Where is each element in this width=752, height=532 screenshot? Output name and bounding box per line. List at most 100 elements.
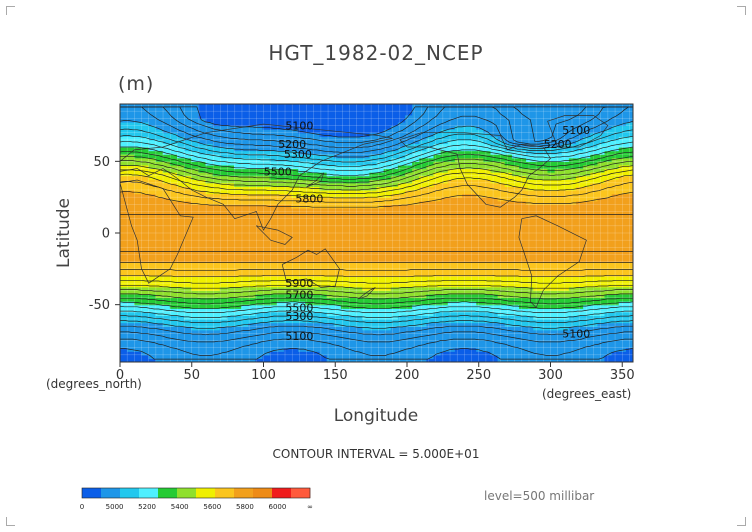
field-cell bbox=[454, 279, 463, 284]
field-cell bbox=[248, 340, 256, 345]
field-cell bbox=[554, 200, 563, 205]
field-cell bbox=[604, 197, 613, 202]
field-cell bbox=[319, 276, 328, 281]
field-cell bbox=[590, 319, 598, 324]
field-cell bbox=[226, 354, 235, 360]
field-cell bbox=[148, 354, 157, 360]
field-cell bbox=[127, 268, 135, 274]
field-cell bbox=[511, 132, 520, 137]
field-cell bbox=[490, 190, 499, 195]
field-cell bbox=[148, 168, 157, 173]
field-cell bbox=[120, 243, 128, 248]
field-cell bbox=[234, 265, 242, 270]
field-cell bbox=[490, 243, 499, 248]
field-cell bbox=[134, 118, 142, 123]
field-cell bbox=[519, 233, 527, 238]
field-cell bbox=[169, 118, 178, 123]
field-cell bbox=[519, 351, 527, 356]
field-cell bbox=[568, 340, 577, 345]
field-cell bbox=[625, 129, 633, 134]
field-cell bbox=[148, 125, 157, 130]
field-cell bbox=[120, 204, 128, 209]
field-cell bbox=[447, 347, 456, 352]
field-cell bbox=[255, 161, 264, 166]
field-cell bbox=[490, 344, 499, 349]
field-cell bbox=[561, 175, 570, 180]
field-cell bbox=[212, 233, 221, 238]
field-cell bbox=[184, 207, 192, 213]
field-cell bbox=[198, 182, 207, 188]
field-cell bbox=[526, 164, 534, 170]
field-cell bbox=[362, 136, 370, 141]
field-cell bbox=[454, 268, 463, 274]
field-cell bbox=[597, 254, 606, 259]
field-cell bbox=[234, 276, 242, 281]
field-cell bbox=[483, 204, 492, 209]
field-cell bbox=[590, 247, 598, 252]
field-cell bbox=[219, 351, 228, 356]
field-cell bbox=[547, 293, 556, 299]
field-cell bbox=[618, 276, 627, 281]
field-cell bbox=[162, 290, 171, 295]
field-cell bbox=[469, 207, 477, 213]
field-cell bbox=[397, 276, 406, 281]
field-cell bbox=[504, 200, 513, 205]
field-cell bbox=[226, 204, 235, 209]
field-cell bbox=[419, 190, 427, 195]
field-cell bbox=[419, 243, 427, 248]
field-cell bbox=[184, 172, 192, 177]
field-cell bbox=[447, 254, 456, 259]
field-cell bbox=[226, 111, 235, 116]
field-cell bbox=[248, 172, 256, 177]
field-cell bbox=[369, 336, 378, 342]
field-cell bbox=[369, 150, 378, 155]
field-cell bbox=[547, 329, 556, 334]
field-cell bbox=[120, 157, 128, 162]
field-cell bbox=[433, 336, 442, 342]
field-cell bbox=[390, 308, 399, 313]
field-cell bbox=[397, 336, 406, 342]
field-cell bbox=[376, 311, 385, 317]
field-cell bbox=[169, 132, 178, 137]
field-cell bbox=[198, 322, 207, 327]
field-cell bbox=[355, 161, 363, 166]
field-cell bbox=[511, 215, 520, 220]
field-cell bbox=[504, 265, 513, 270]
field-cell bbox=[526, 222, 534, 227]
field-cell bbox=[298, 250, 306, 256]
field-cell bbox=[255, 233, 264, 238]
field-cell bbox=[169, 154, 178, 159]
field-cell bbox=[504, 233, 513, 238]
field-cell bbox=[305, 193, 313, 198]
field-cell bbox=[440, 340, 449, 345]
field-cell bbox=[262, 211, 271, 216]
field-cell bbox=[212, 319, 221, 324]
field-cell bbox=[583, 114, 591, 119]
field-cell bbox=[533, 229, 541, 234]
field-cell bbox=[383, 311, 392, 317]
field-cell bbox=[519, 157, 527, 162]
field-cell bbox=[340, 293, 349, 299]
field-cell bbox=[248, 136, 256, 141]
field-cell bbox=[120, 182, 128, 188]
field-cell bbox=[177, 215, 185, 220]
field-cell bbox=[583, 297, 591, 302]
field-cell bbox=[340, 179, 349, 184]
field-cell bbox=[497, 154, 506, 159]
field-cell bbox=[226, 297, 235, 302]
field-cell bbox=[483, 197, 492, 202]
field-cell bbox=[255, 172, 264, 177]
field-cell bbox=[604, 258, 613, 263]
field-cell bbox=[497, 344, 506, 349]
field-cell bbox=[576, 272, 584, 277]
field-cell bbox=[326, 136, 335, 141]
field-cell bbox=[511, 261, 520, 266]
field-cell bbox=[447, 125, 456, 130]
field-cell bbox=[618, 279, 627, 284]
field-cell bbox=[433, 279, 442, 284]
field-cell bbox=[490, 347, 499, 352]
field-cell bbox=[198, 358, 207, 362]
field-cell bbox=[390, 190, 399, 195]
field-cell bbox=[319, 136, 328, 141]
field-cell bbox=[625, 254, 633, 259]
